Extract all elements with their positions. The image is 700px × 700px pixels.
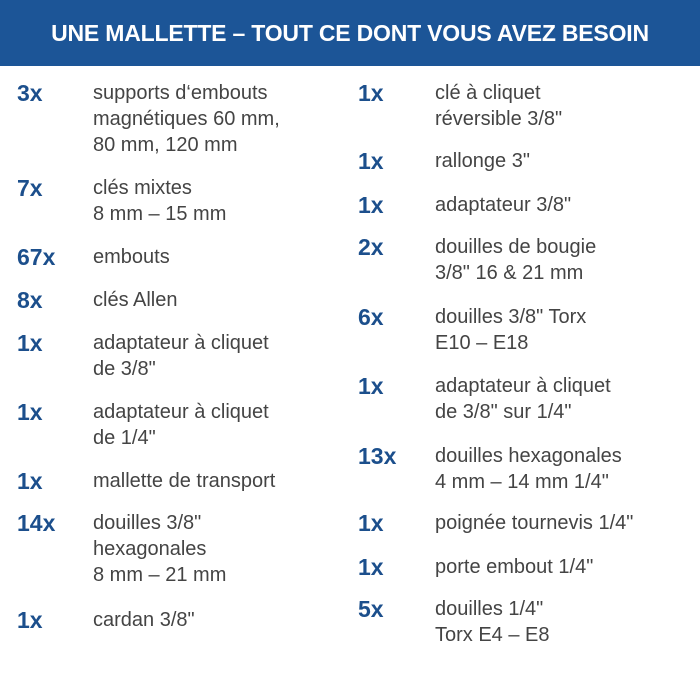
description-line: 8 mm – 21 mm bbox=[93, 564, 227, 586]
description: clé à cliquet réversible 3/8" bbox=[435, 80, 562, 132]
description-line: douilles hexagonales bbox=[435, 445, 622, 467]
description-line: adaptateur à cliquet bbox=[93, 332, 269, 354]
description-line: adaptateur à cliquet bbox=[93, 401, 269, 423]
quantity: 1x bbox=[358, 148, 384, 174]
description: adaptateur à cliquet de 3/8" bbox=[93, 330, 269, 382]
description-line: 8 mm – 15 mm bbox=[93, 203, 227, 225]
description-line: embouts bbox=[93, 246, 170, 268]
description: adaptateur à cliquet de 3/8" sur 1/4" bbox=[435, 373, 611, 425]
description: douilles hexagonales 4 mm – 14 mm 1/4" bbox=[435, 443, 622, 495]
description: clés mixtes 8 mm – 15 mm bbox=[93, 175, 226, 227]
description: douilles de bougie 3/8" 16 & 21 mm bbox=[435, 234, 596, 286]
description-line: 3/8" 16 & 21 mm bbox=[435, 262, 584, 284]
description: douilles 3/8" hexagonales 8 mm – 21 mm bbox=[93, 510, 226, 588]
description: douilles 3/8" Torx E10 – E18 bbox=[435, 304, 586, 356]
quantity: 6x bbox=[358, 304, 384, 330]
quantity: 1x bbox=[358, 554, 384, 580]
description-line: adaptateur 3/8" bbox=[435, 194, 572, 216]
description-line: magnétiques 60 mm, bbox=[93, 108, 280, 130]
description: cardan 3/8" bbox=[93, 607, 195, 633]
description-line: 4 mm – 14 mm 1/4" bbox=[435, 471, 609, 493]
quantity: 8x bbox=[17, 287, 43, 313]
description-line: de 3/8" sur 1/4" bbox=[435, 401, 572, 423]
quantity: 1x bbox=[358, 80, 384, 106]
description: rallonge 3" bbox=[435, 148, 530, 174]
description-line: porte embout 1/4" bbox=[435, 556, 594, 578]
quantity: 67x bbox=[17, 244, 56, 270]
quantity: 1x bbox=[358, 192, 384, 218]
quantity: 7x bbox=[17, 175, 43, 201]
description: porte embout 1/4" bbox=[435, 554, 593, 580]
description: embouts bbox=[93, 244, 170, 270]
description-line: douilles 3/8" Torx bbox=[435, 306, 587, 328]
description: adaptateur 3/8" bbox=[435, 192, 571, 218]
quantity: 13x bbox=[358, 443, 397, 469]
description-line: adaptateur à cliquet bbox=[435, 375, 611, 397]
quantity: 14x bbox=[17, 510, 56, 536]
description: adaptateur à cliquet de 1/4" bbox=[93, 399, 269, 451]
quantity: 2x bbox=[358, 234, 384, 260]
description-line: cardan 3/8" bbox=[93, 609, 195, 631]
description-line: E10 – E18 bbox=[435, 332, 529, 354]
description-line: poignée tournevis 1/4" bbox=[435, 512, 634, 534]
quantity: 1x bbox=[17, 330, 43, 356]
quantity: 3x bbox=[17, 80, 43, 106]
header-title: UNE MALLETTE – TOUT CE DONT VOUS AVEZ BE… bbox=[0, 0, 700, 66]
description-line: rallonge 3" bbox=[435, 150, 530, 172]
description-line: de 1/4" bbox=[93, 427, 156, 449]
description-line: de 3/8" bbox=[93, 358, 156, 380]
description-line: Torx E4 – E8 bbox=[435, 624, 550, 646]
description-line: douilles de bougie bbox=[435, 236, 597, 258]
description-line: douilles 3/8" bbox=[93, 512, 202, 534]
description-line: supports d‘embouts bbox=[93, 82, 268, 104]
description-line: clés Allen bbox=[93, 289, 178, 311]
description-line: réversible 3/8" bbox=[435, 108, 563, 130]
quantity: 1x bbox=[358, 510, 384, 536]
description-line: mallette de transport bbox=[93, 470, 276, 492]
description: mallette de transport bbox=[93, 468, 275, 494]
description-line: clés mixtes bbox=[93, 177, 192, 199]
description: douilles 1/4" Torx E4 – E8 bbox=[435, 596, 550, 648]
description-line: clé à cliquet bbox=[435, 82, 541, 104]
description: supports d‘embouts magnétiques 60 mm, 80 m… bbox=[93, 80, 280, 158]
description: poignée tournevis 1/4" bbox=[435, 510, 633, 536]
description: clés Allen bbox=[93, 287, 178, 313]
quantity: 5x bbox=[358, 596, 384, 622]
description-line: hexagonales bbox=[93, 538, 207, 560]
quantity: 1x bbox=[17, 468, 43, 494]
quantity: 1x bbox=[17, 399, 43, 425]
quantity: 1x bbox=[358, 373, 384, 399]
quantity: 1x bbox=[17, 607, 43, 633]
description-line: douilles 1/4" bbox=[435, 598, 544, 620]
description-line: 80 mm, 120 mm bbox=[93, 134, 238, 156]
